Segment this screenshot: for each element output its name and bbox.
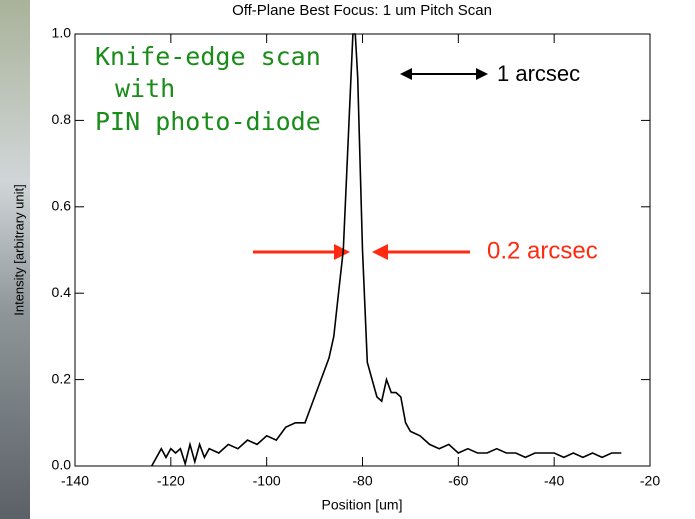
y-axis-label: Intensity [arbitrary unit] <box>11 184 26 316</box>
annotation: Knife-edge scan <box>95 42 321 71</box>
x-tick-label: -40 <box>544 473 564 489</box>
photo-strip <box>0 0 30 519</box>
annotation: 0.2 arcsec <box>487 237 598 264</box>
chart-title: Off-Plane Best Focus: 1 um Pitch Scan <box>232 2 492 19</box>
y-tick-label: 0.2 <box>52 370 72 386</box>
x-tick-label: -60 <box>448 473 468 489</box>
arrow-head <box>334 244 350 260</box>
annotation: 1 arcsec <box>497 61 580 86</box>
y-tick-label: 0.8 <box>52 111 72 127</box>
y-tick-label: 0.0 <box>52 457 72 473</box>
x-axis-label: Position [um] <box>322 497 403 513</box>
x-tick-label: -20 <box>640 473 660 489</box>
y-tick-label: 0.4 <box>52 284 72 300</box>
annotation: PIN photo-diode <box>95 107 321 136</box>
x-tick-label: -100 <box>253 473 281 489</box>
annotation: with <box>115 74 175 103</box>
x-tick-label: -120 <box>157 473 185 489</box>
data-line <box>151 33 622 467</box>
y-tick-label: 0.6 <box>52 198 72 214</box>
x-tick-label: -80 <box>352 473 372 489</box>
arrows <box>253 68 488 260</box>
x-tick-label: -140 <box>61 473 89 489</box>
arrow-head <box>372 244 388 260</box>
y-tick-label: 1.0 <box>52 25 72 41</box>
